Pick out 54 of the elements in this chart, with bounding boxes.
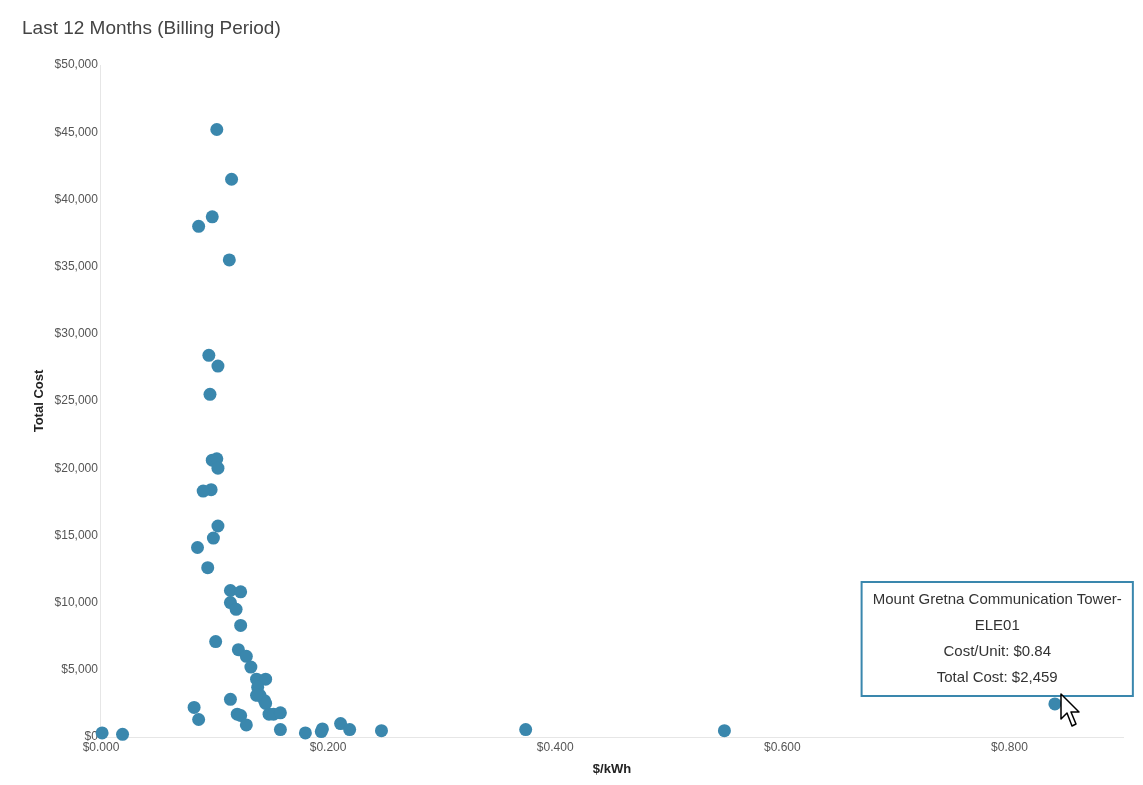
point xyxy=(211,519,225,533)
point xyxy=(211,359,225,373)
y-tick-label: $45,000 xyxy=(54,124,99,139)
point xyxy=(244,660,258,674)
point xyxy=(273,723,287,737)
point xyxy=(209,635,223,649)
point xyxy=(298,726,312,740)
point xyxy=(222,253,236,267)
y-tick-label: $10,000 xyxy=(54,594,99,609)
point xyxy=(187,700,201,714)
y-tick-label: $35,000 xyxy=(54,258,99,273)
y-tick-label: $15,000 xyxy=(54,527,99,542)
point xyxy=(203,387,217,401)
point xyxy=(211,461,225,475)
point xyxy=(202,348,216,362)
point xyxy=(259,672,273,686)
point xyxy=(234,585,248,599)
y-tick-label: $50,000 xyxy=(54,57,99,72)
x-tick-label: $0.600 xyxy=(763,739,801,754)
point xyxy=(234,618,248,632)
point xyxy=(210,123,224,137)
point xyxy=(229,602,243,616)
point xyxy=(374,724,388,738)
point xyxy=(239,649,253,663)
point xyxy=(225,172,239,186)
point xyxy=(234,709,248,722)
y-tick-label: $30,000 xyxy=(54,326,99,341)
x-axis-title: $/kWh xyxy=(592,760,632,776)
point xyxy=(334,717,348,731)
point xyxy=(717,724,731,738)
y-tick-label: $25,000 xyxy=(54,393,99,408)
point xyxy=(519,723,533,737)
point xyxy=(206,531,220,545)
point xyxy=(1048,697,1062,711)
point xyxy=(192,219,206,233)
chart-title: Last 12 Months (Billing Period) xyxy=(22,17,281,39)
point xyxy=(239,718,253,732)
point xyxy=(196,484,210,498)
point xyxy=(201,561,215,575)
point xyxy=(343,723,357,737)
y-tick-label: $5,000 xyxy=(61,662,99,677)
point xyxy=(205,210,219,224)
y-axis-title: Total Cost xyxy=(31,369,47,433)
y-tick-label: $40,000 xyxy=(54,191,99,206)
x-tick-label: $0.800 xyxy=(991,739,1029,754)
point xyxy=(273,706,287,720)
y-tick-label: $20,000 xyxy=(54,460,99,475)
point xyxy=(116,727,130,741)
point xyxy=(223,692,237,706)
point xyxy=(191,541,204,554)
annotation: Mount Gretna Communication Tower-ELE01 Cost/Unit: $0.84 Total Cost: $2,459 xyxy=(872,590,1122,686)
point xyxy=(192,713,206,727)
x-tick-label: $0.200 xyxy=(309,739,347,754)
x-tick-label: $0.400 xyxy=(536,739,574,754)
